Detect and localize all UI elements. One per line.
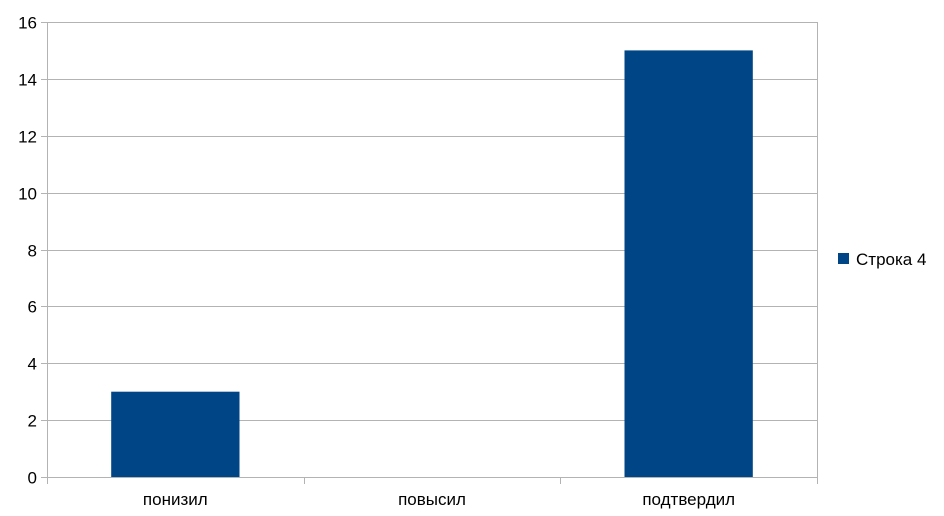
legend-swatch [838,253,849,264]
legend-label: Строка 4 [856,250,926,269]
y-tick-label: 8 [28,242,37,261]
bar-2 [624,50,753,478]
y-tick-label: 10 [18,185,37,204]
legend: Строка 4 [838,250,926,269]
y-axis-tick-labels: 0 2 4 6 8 10 12 14 16 [18,14,37,488]
y-tick-label: 6 [28,298,37,317]
bar-0 [111,391,240,477]
y-tick-label: 2 [28,412,37,431]
x-category-label: понизил [143,490,208,509]
x-axis-category-labels: понизил повысил подтвердил [143,490,735,509]
bars [111,50,753,478]
x-category-label: подтвердил [642,490,735,509]
y-tick-label: 16 [18,14,37,33]
y-tick-label: 14 [18,71,37,90]
y-tick-label: 4 [28,355,37,374]
y-tick-label: 0 [28,469,37,488]
y-tick-label: 12 [18,128,37,147]
axes [41,22,818,484]
x-category-label: повысил [398,490,466,509]
